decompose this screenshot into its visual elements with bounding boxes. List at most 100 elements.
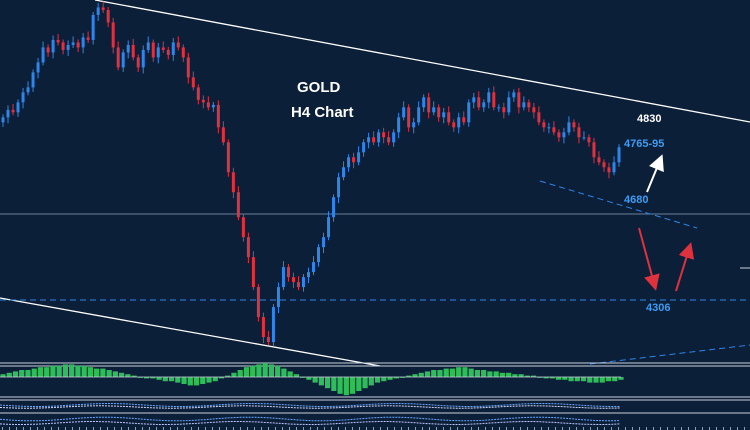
candle-body bbox=[557, 132, 561, 138]
time-tick bbox=[359, 427, 360, 430]
oscillator-bar bbox=[562, 377, 568, 380]
time-tick bbox=[184, 427, 185, 430]
candle-body bbox=[317, 247, 321, 263]
oscillator-bar bbox=[100, 368, 106, 377]
oscillator-bar bbox=[381, 377, 387, 382]
candle-body bbox=[522, 102, 526, 108]
oscillator-bar bbox=[206, 377, 212, 383]
oscillator-bar bbox=[481, 370, 487, 377]
oscillator-bar bbox=[331, 377, 337, 391]
oscillator-bar bbox=[81, 365, 87, 377]
oscillator-bar bbox=[393, 377, 399, 379]
time-tick bbox=[317, 427, 318, 430]
oscillator-bar bbox=[94, 368, 100, 377]
time-tick bbox=[254, 427, 255, 430]
oscillator-bar bbox=[293, 374, 299, 377]
oscillator-bar bbox=[162, 377, 168, 382]
oscillator-bar bbox=[31, 368, 37, 377]
time-tick bbox=[198, 427, 199, 430]
time-tick bbox=[478, 427, 479, 430]
time-tick bbox=[324, 427, 325, 430]
time-tick bbox=[9, 427, 10, 430]
oscillator-bar bbox=[468, 368, 474, 377]
candle-body bbox=[412, 122, 416, 128]
time-tick bbox=[345, 427, 346, 430]
time-tick bbox=[548, 427, 549, 430]
time-tick bbox=[667, 427, 668, 430]
oscillator-bar bbox=[456, 367, 462, 377]
time-tick bbox=[471, 427, 472, 430]
candle-body bbox=[352, 157, 356, 163]
time-tick bbox=[527, 427, 528, 430]
time-tick bbox=[583, 427, 584, 430]
time-tick bbox=[653, 427, 654, 430]
candle-body bbox=[387, 137, 391, 143]
oscillator-bar bbox=[568, 377, 574, 382]
time-tick bbox=[121, 427, 122, 430]
oscillator-bar bbox=[356, 377, 362, 391]
time-tick bbox=[142, 427, 143, 430]
oscillator-bar bbox=[574, 377, 580, 382]
candle-body bbox=[377, 132, 381, 143]
time-tick bbox=[485, 427, 486, 430]
oscillator-bar bbox=[431, 370, 437, 377]
oscillator-bar bbox=[19, 370, 25, 377]
time-tick bbox=[86, 427, 87, 430]
oscillator-bar bbox=[549, 377, 555, 379]
candle-body bbox=[156, 47, 160, 58]
time-tick bbox=[366, 427, 367, 430]
candle-body bbox=[427, 97, 431, 113]
time-tick bbox=[723, 427, 724, 430]
candle-body bbox=[171, 42, 175, 55]
candle-body bbox=[281, 267, 285, 288]
time-tick bbox=[688, 427, 689, 430]
candle-body bbox=[327, 217, 331, 238]
time-tick bbox=[191, 427, 192, 430]
oscillator-bar bbox=[181, 377, 187, 384]
candle-body bbox=[226, 142, 230, 173]
candle-body bbox=[136, 57, 140, 68]
rebound-arrow bbox=[675, 242, 695, 292]
candle-body bbox=[357, 152, 361, 163]
time-tick bbox=[660, 427, 661, 430]
time-tick bbox=[415, 427, 416, 430]
time-tick bbox=[149, 427, 150, 430]
time-tick bbox=[233, 427, 234, 430]
oscillator-bar bbox=[168, 377, 175, 382]
candle-body bbox=[266, 337, 270, 343]
candle-body bbox=[607, 167, 611, 173]
oscillator-bar bbox=[312, 377, 318, 383]
oscillator-bar bbox=[44, 367, 50, 377]
candle-body bbox=[417, 107, 421, 123]
candle-body bbox=[251, 257, 255, 288]
candle-body bbox=[21, 92, 25, 103]
time-tick bbox=[373, 427, 374, 430]
candle-body bbox=[26, 87, 30, 93]
candle-body bbox=[276, 287, 280, 308]
candle-body bbox=[402, 107, 406, 118]
candle-body bbox=[532, 107, 536, 113]
indicator-line-1 bbox=[0, 403, 620, 407]
oscillator-bar bbox=[250, 365, 256, 377]
candle-body bbox=[61, 42, 65, 50]
time-tick bbox=[30, 427, 31, 430]
oscillator-bar bbox=[362, 377, 368, 389]
candle-body bbox=[442, 112, 446, 118]
candle-body bbox=[301, 277, 305, 288]
time-tick bbox=[226, 427, 227, 430]
oscillator-bar bbox=[50, 365, 56, 377]
oscillator-bar bbox=[268, 364, 275, 377]
oscillator-bar bbox=[424, 371, 431, 377]
candle-body bbox=[306, 272, 310, 278]
oscillator-bar bbox=[125, 374, 131, 377]
oscillator-bar bbox=[231, 372, 237, 377]
oscillator-bar bbox=[587, 377, 593, 383]
time-tick bbox=[114, 427, 115, 430]
oscillator-bar bbox=[474, 370, 481, 377]
candle-body bbox=[291, 277, 295, 283]
candle-body bbox=[166, 49, 170, 55]
time-tick bbox=[37, 427, 38, 430]
candle-body bbox=[146, 42, 150, 50]
time-tick bbox=[695, 427, 696, 430]
time-tick bbox=[205, 427, 206, 430]
